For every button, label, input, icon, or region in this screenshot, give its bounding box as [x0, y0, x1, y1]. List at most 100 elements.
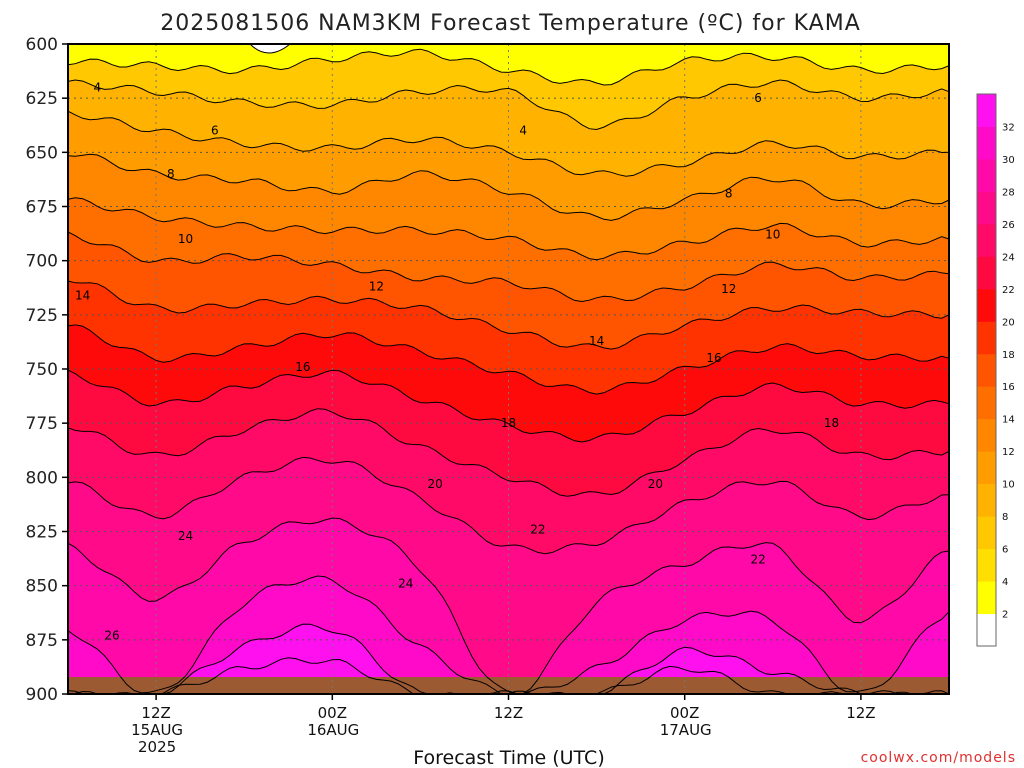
colorbar-swatch [977, 321, 996, 355]
band-coldest [68, 44, 949, 85]
watermark: coolwx.com/models [861, 750, 1016, 766]
y-tick-label: 850 [26, 577, 58, 597]
colorbar-tick-label: 12 [1002, 447, 1015, 458]
contour-label: 10 [178, 232, 193, 246]
contour-label: 8 [725, 187, 733, 201]
colorbar-tick-label: 6 [1002, 545, 1008, 556]
colorbar-tick-label: 4 [1002, 577, 1008, 588]
contour-label: 26 [104, 629, 119, 643]
contour-labels: 4 4 6 6 8 8 10 10 12 12 14 14 16 16 18 18 20 20 22 22 24 24 26 [75, 80, 839, 643]
contour-label: 22 [530, 522, 545, 536]
y-tick-label: 875 [26, 631, 58, 651]
colorbar-tick-label: 32 [1002, 122, 1015, 133]
colorbar-swatch [977, 94, 996, 127]
colorbar-swatch [977, 548, 996, 582]
contour-label: 10 [765, 228, 780, 242]
colorbar-tick-label: 16 [1002, 382, 1015, 393]
isotherm-20 [67, 369, 950, 443]
colorbar-swatch [977, 581, 996, 615]
isotherm-14 [67, 231, 950, 303]
x-tick-label: 00Z [318, 704, 347, 722]
contour-label: 16 [295, 360, 310, 374]
contour-label: 20 [648, 477, 663, 491]
contour-label: 6 [754, 91, 762, 105]
colorbar-tick-label: 10 [1002, 480, 1015, 491]
y-tick-label: 650 [26, 143, 58, 163]
ground-surface [68, 677, 949, 694]
x-tick-label: 12Z [846, 704, 875, 722]
y-tick-label: 675 [26, 198, 58, 218]
isotherm-lines [67, 48, 950, 695]
contour-label: 8 [167, 167, 175, 181]
y-tick-label: 825 [26, 523, 58, 543]
y-axis: 600 625 650 675 700 725 750 775 800 825 850 875 900 [26, 35, 68, 705]
colorbar-swatch [977, 451, 996, 485]
isotherm-12 [67, 197, 950, 261]
contour-label: 14 [75, 288, 90, 302]
isotherm-24 [67, 456, 950, 555]
colorbar-swatch [977, 386, 996, 420]
x-tick-label: 00Z [670, 704, 699, 722]
colorbar-swatch [977, 191, 996, 225]
isotherm-16 [67, 280, 950, 350]
y-tick-label: 750 [26, 360, 58, 380]
contour-label: 12 [721, 282, 736, 296]
y-tick-label: 775 [26, 414, 58, 434]
colorbar-swatch [977, 418, 996, 452]
colorbar-swatch [977, 158, 996, 192]
x-tick-label: 12Z [494, 704, 523, 722]
contour-label: 20 [427, 477, 442, 491]
contour-label: 18 [501, 416, 516, 430]
x-tick-label: 15AUG [131, 721, 183, 739]
chart-title: 2025081506 NAM3KM Forecast Temperature (… [160, 11, 861, 36]
isotherm-4 [67, 48, 950, 86]
y-tick-label: 600 [26, 35, 58, 55]
colorbar-tick-label: 14 [1002, 415, 1015, 426]
isotherm-10 [67, 153, 950, 221]
x-tick-label: 17AUG [660, 721, 712, 739]
isotherm-22 [67, 408, 950, 497]
contour-label: 14 [589, 334, 604, 348]
isotherm-6 [67, 79, 950, 131]
colorbar-tick-label: 22 [1002, 285, 1015, 296]
isotherm-18 [67, 324, 950, 395]
y-tick-label: 725 [26, 306, 58, 326]
y-tick-label: 625 [26, 89, 58, 109]
colorbar-swatch [977, 516, 996, 550]
contour-label: 18 [824, 416, 839, 430]
colorbar-swatch [977, 223, 996, 257]
colorbar-tick-label: 26 [1002, 220, 1015, 231]
contour-label: 4 [519, 124, 527, 138]
colorbar-tick-label: 2 [1002, 610, 1008, 621]
contour-label: 16 [706, 351, 721, 365]
colorbar-tick-label: 30 [1002, 155, 1015, 166]
contour-label: 24 [178, 529, 193, 543]
isotherm-26 [67, 517, 950, 695]
ground-strip [68, 677, 949, 694]
colorbar-swatch [977, 126, 996, 160]
y-tick-label: 800 [26, 468, 58, 488]
colorbar-tick-label: 24 [1002, 252, 1015, 263]
colorbar-swatch [977, 256, 996, 290]
contour-label: 4 [94, 80, 102, 94]
colorbar-tick-label: 28 [1002, 187, 1015, 198]
contour-label: 6 [211, 124, 219, 138]
colorbar-tick-label: 18 [1002, 350, 1015, 361]
x-tick-label: 12Z [141, 704, 170, 722]
x-axis-label: Forecast Time (UTC) [413, 747, 604, 768]
contour-label: 12 [369, 280, 384, 294]
contour-label: 24 [398, 577, 413, 591]
y-tick-label: 900 [26, 685, 58, 705]
colorbar-swatch [977, 353, 996, 387]
x-tick-label: 16AUG [307, 721, 359, 739]
colorbar-swatch [977, 288, 996, 322]
contour-label: 22 [750, 553, 765, 567]
colorbar-swatch [977, 483, 996, 517]
colorbar-tick-label: 8 [1002, 512, 1008, 523]
colorbar-frame [976, 93, 997, 647]
colorbar-swatch [977, 613, 996, 647]
y-tick-label: 700 [26, 252, 58, 272]
